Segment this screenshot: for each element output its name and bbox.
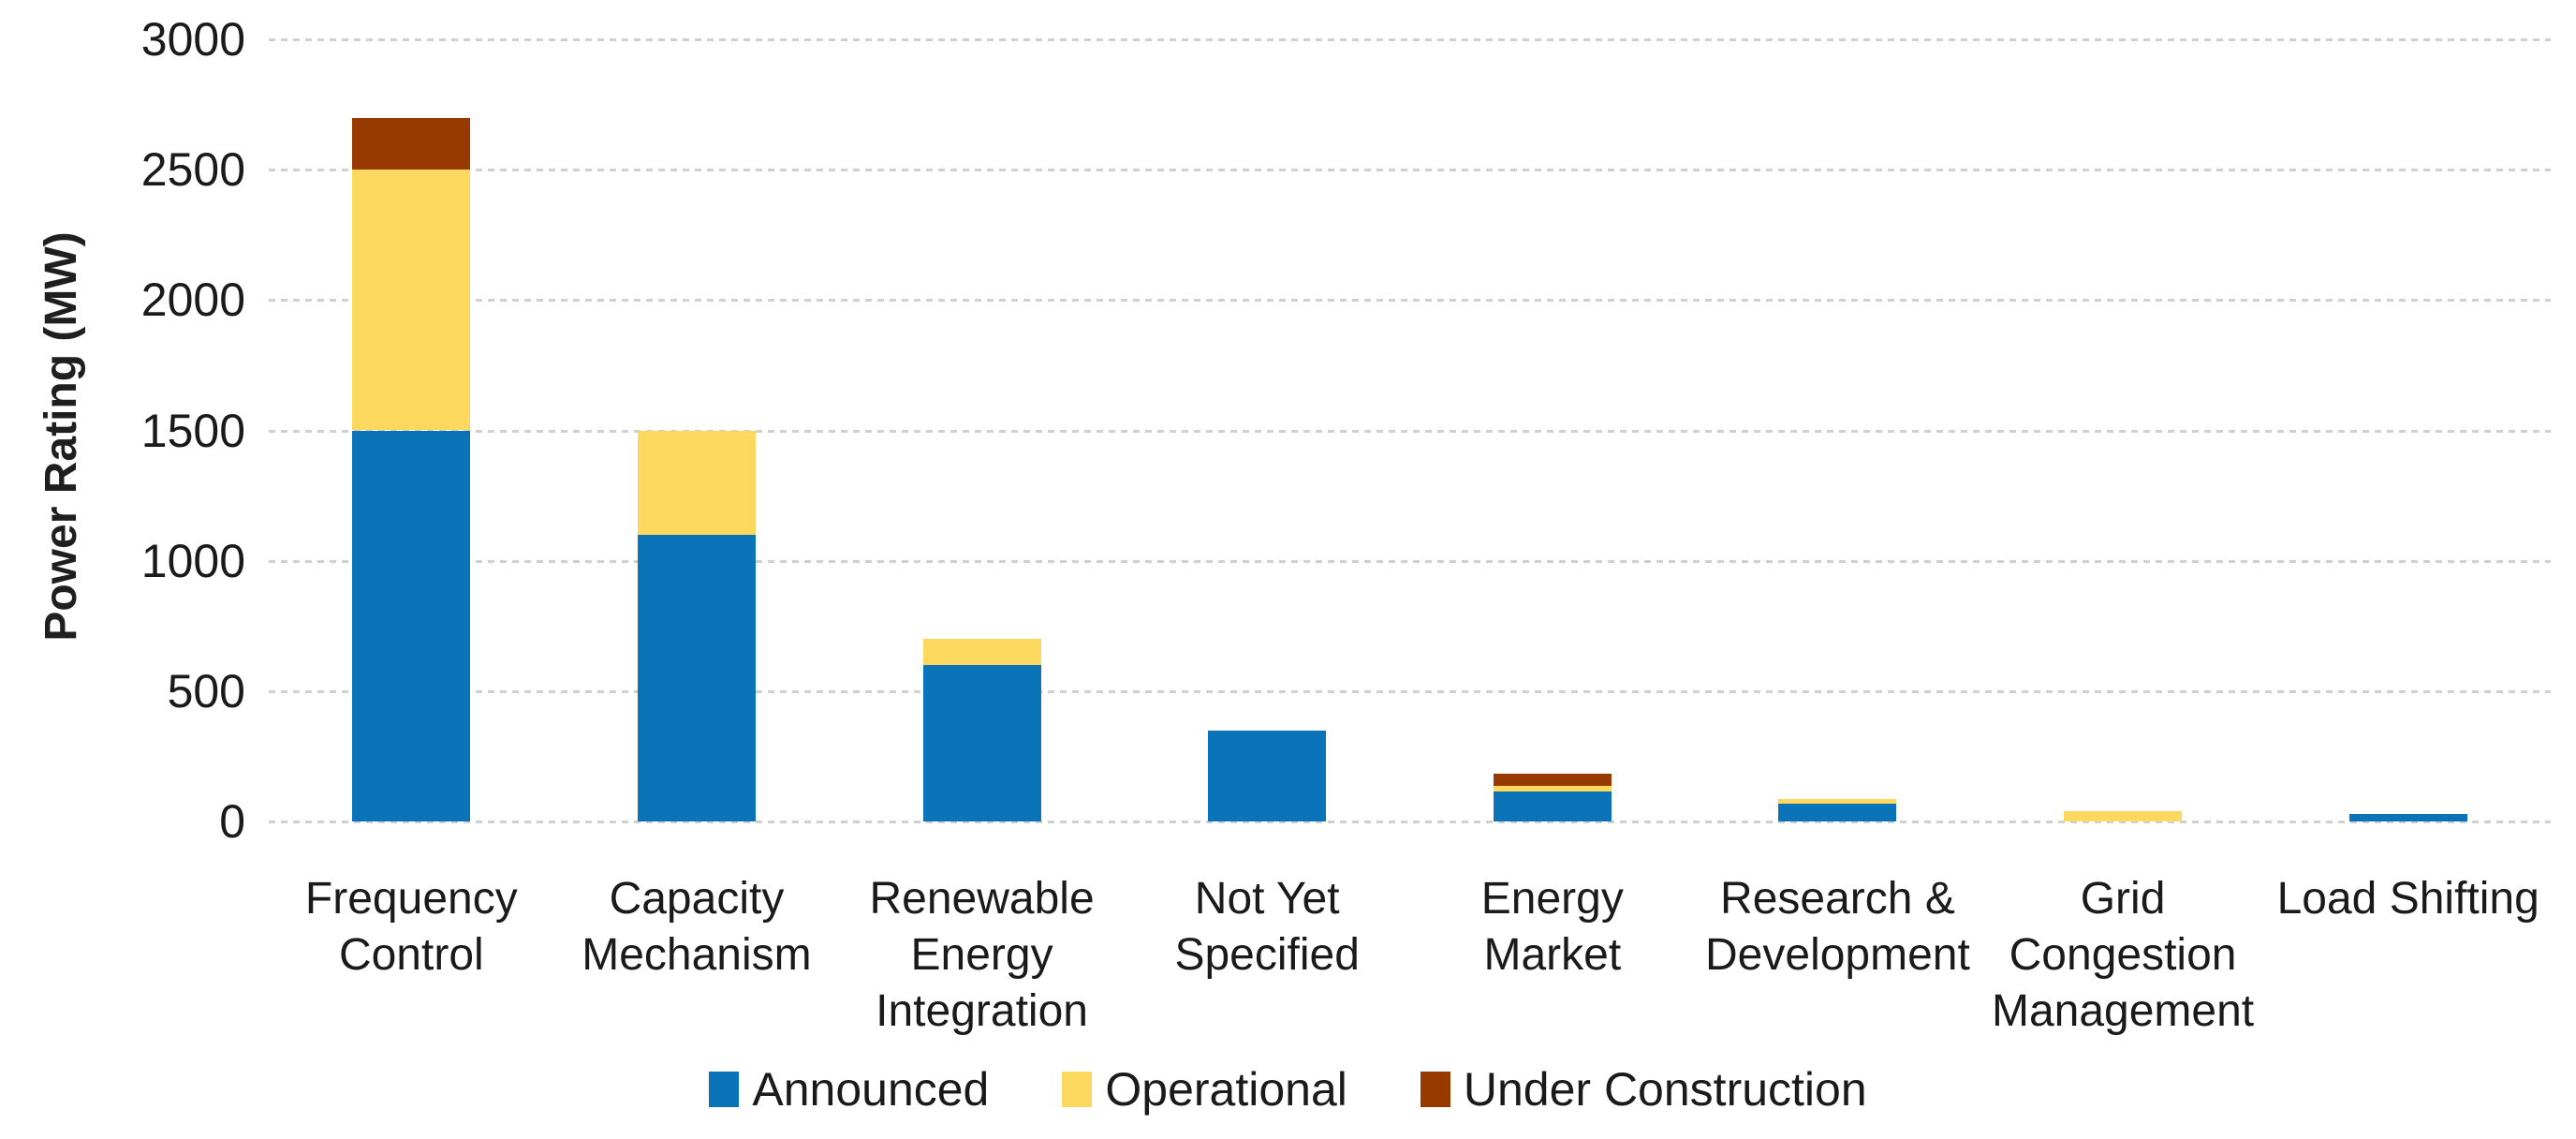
category-label-load-shifting: Load Shifting (2276, 874, 2539, 924)
bar-segment-research-development-announced (1778, 803, 1897, 821)
legend-swatch-operational (1062, 1072, 1093, 1107)
bar-segment-frequency-control-announced (352, 430, 471, 821)
plot-area (269, 38, 2551, 823)
bar-segment-energy-market-announced (1493, 791, 1612, 821)
bar-segment-energy-market-under-construction (1493, 773, 1612, 787)
bar-segment-frequency-control-under-construction (352, 117, 471, 170)
gridline-1000 (269, 559, 2551, 563)
bar-segment-research-development-operational (1778, 799, 1897, 804)
legend-swatch-announced (709, 1072, 740, 1107)
bar-segment-grid-congestion-management-operational (2064, 810, 2183, 821)
bar-segment-frequency-control-operational (352, 170, 471, 431)
gridline-2500 (269, 169, 2551, 172)
bar-segment-capacity-mechanism-announced (637, 534, 756, 821)
legend-item-operational: Operational (1062, 1061, 1347, 1117)
category-label-not-yet-specified: Not Yet Specified (1174, 874, 1360, 980)
gridline-0 (269, 821, 2551, 823)
legend-item-under-construction: Under Construction (1420, 1061, 1867, 1117)
bar-segment-energy-market-operational (1493, 786, 1612, 791)
y-tick-label-3000: 3000 (140, 13, 245, 66)
bar-segment-load-shifting-announced (2348, 813, 2467, 821)
legend-swatch-under-construction (1420, 1072, 1450, 1107)
gridline-2000 (269, 299, 2551, 303)
legend-label-operational: Operational (1105, 1063, 1347, 1116)
y-tick-label-500: 500 (167, 664, 245, 717)
category-label-research-development: Research & Development (1705, 874, 1970, 980)
category-label-frequency-control: Frequency Control (304, 874, 518, 980)
legend-item-announced: Announced (709, 1061, 989, 1117)
bar-segment-not-yet-specified-announced (1208, 730, 1327, 821)
y-tick-label-1000: 1000 (140, 534, 245, 587)
bar-segment-renewable-energy-integration-operational (922, 639, 1041, 665)
legend: Announced Operational Under Construction (0, 1061, 2576, 1117)
category-label-grid-congestion-management: Grid Congestion Management (1991, 874, 2255, 1036)
category-label-renewable-energy-integration: Renewable Energy Integration (869, 874, 1095, 1036)
gridline-500 (269, 689, 2551, 693)
legend-label-under-construction: Under Construction (1463, 1063, 1867, 1116)
y-tick-label-0: 0 (219, 795, 245, 848)
category-label-capacity-mechanism: Capacity Mechanism (581, 874, 812, 980)
legend-label-announced: Announced (752, 1063, 990, 1116)
category-label-energy-market: Energy Market (1480, 874, 1624, 980)
gridline-3000 (269, 38, 2551, 41)
bar-segment-renewable-energy-integration-announced (922, 665, 1041, 821)
gridline-1500 (269, 429, 2551, 433)
bar-segment-capacity-mechanism-operational (637, 430, 756, 535)
y-tick-label-1500: 1500 (140, 404, 245, 457)
y-tick-label-2000: 2000 (140, 274, 245, 327)
y-tick-label-2500: 2500 (140, 143, 245, 197)
